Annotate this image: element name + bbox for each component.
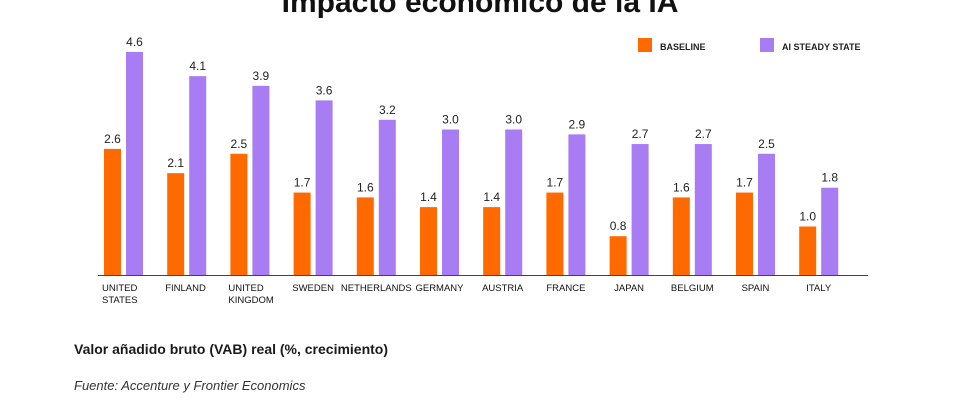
data-label: 2.7 [632,127,649,141]
bar-ai-steady-state [505,129,523,275]
bar-ai-steady-state [315,100,333,276]
category-label: FRANCE [546,283,585,294]
bar-baseline [736,192,753,275]
category-label: NETHERLANDS [341,283,412,294]
data-label: 2.6 [104,132,121,146]
data-label: 1.8 [821,171,838,185]
bar-ai-steady-state [442,129,459,275]
data-label: 1.0 [799,210,816,224]
bar-baseline [546,192,564,275]
category-label: SPAIN [742,283,770,294]
bar-ai-steady-state [252,85,270,275]
bar-baseline [104,148,121,275]
data-label: 1.6 [357,180,374,194]
data-label: 2.5 [231,137,248,151]
data-label: 2.7 [695,127,712,141]
bar-baseline [483,207,501,275]
data-label: 1.6 [673,180,690,194]
bar-ai-steady-state [189,76,207,276]
data-label: 4.1 [189,59,206,73]
category-label: ITALY [806,283,832,294]
bar-baseline [420,207,437,275]
bar-ai-steady-state [758,153,775,275]
data-label: 2.1 [167,156,184,170]
data-label: 3.2 [379,103,396,117]
legend-label: BASELINE [660,42,706,52]
category-label: FINLAND [165,283,206,294]
category-label: JAPAN [614,283,644,294]
bar-baseline [293,192,311,275]
bar-ai-steady-state [694,144,712,275]
category-label: UNITED KINGDOM [228,283,273,306]
bar-ai-steady-state [568,134,586,275]
legend-swatch [638,38,652,52]
category-label: SWEDEN [292,283,334,294]
data-label: 3.6 [316,83,333,97]
category-label: BELGIUM [671,283,714,294]
bar-chart: BASELINE AI STEADY STATE 2.6 4.6 UNITED STAT… [98,35,868,306]
data-label: 1.7 [294,176,311,190]
bar-ai-steady-state [378,119,396,275]
legend-label: AI STEADY STATE [782,42,861,52]
data-label: 2.5 [758,137,775,151]
bar-baseline [167,173,185,275]
bar-ai-steady-state [126,51,143,276]
data-label: 3.0 [505,113,522,127]
data-label: 3.0 [442,113,459,127]
data-label: 1.4 [420,190,437,204]
bar-baseline [609,236,627,275]
category-label: UNITED STATES [102,283,138,306]
bar-baseline [672,197,690,275]
source-note: Fuente: Accenture y Frontier Economics [74,378,306,393]
data-label: 1.4 [483,190,500,204]
legend-swatch [760,38,774,52]
bar-baseline [356,197,374,275]
legend: BASELINE AI STEADY STATE [638,38,861,52]
data-label: 0.8 [610,219,627,233]
data-label: 4.6 [126,35,143,49]
bar-baseline [230,153,248,275]
data-label: 1.7 [736,176,753,190]
chart-title: Impacto económico de la IA [281,0,679,19]
data-label: 1.7 [547,176,564,190]
category-label: AUSTRIA [482,283,524,294]
chart-caption: Valor añadido bruto (VAB) real (%, creci… [74,341,389,357]
bar-ai-steady-state [631,144,649,275]
data-label: 2.9 [569,117,586,131]
category-label: GERMANY [415,283,464,294]
bar-ai-steady-state [821,187,839,275]
data-label: 3.9 [253,69,270,83]
bar-baseline [799,226,817,275]
